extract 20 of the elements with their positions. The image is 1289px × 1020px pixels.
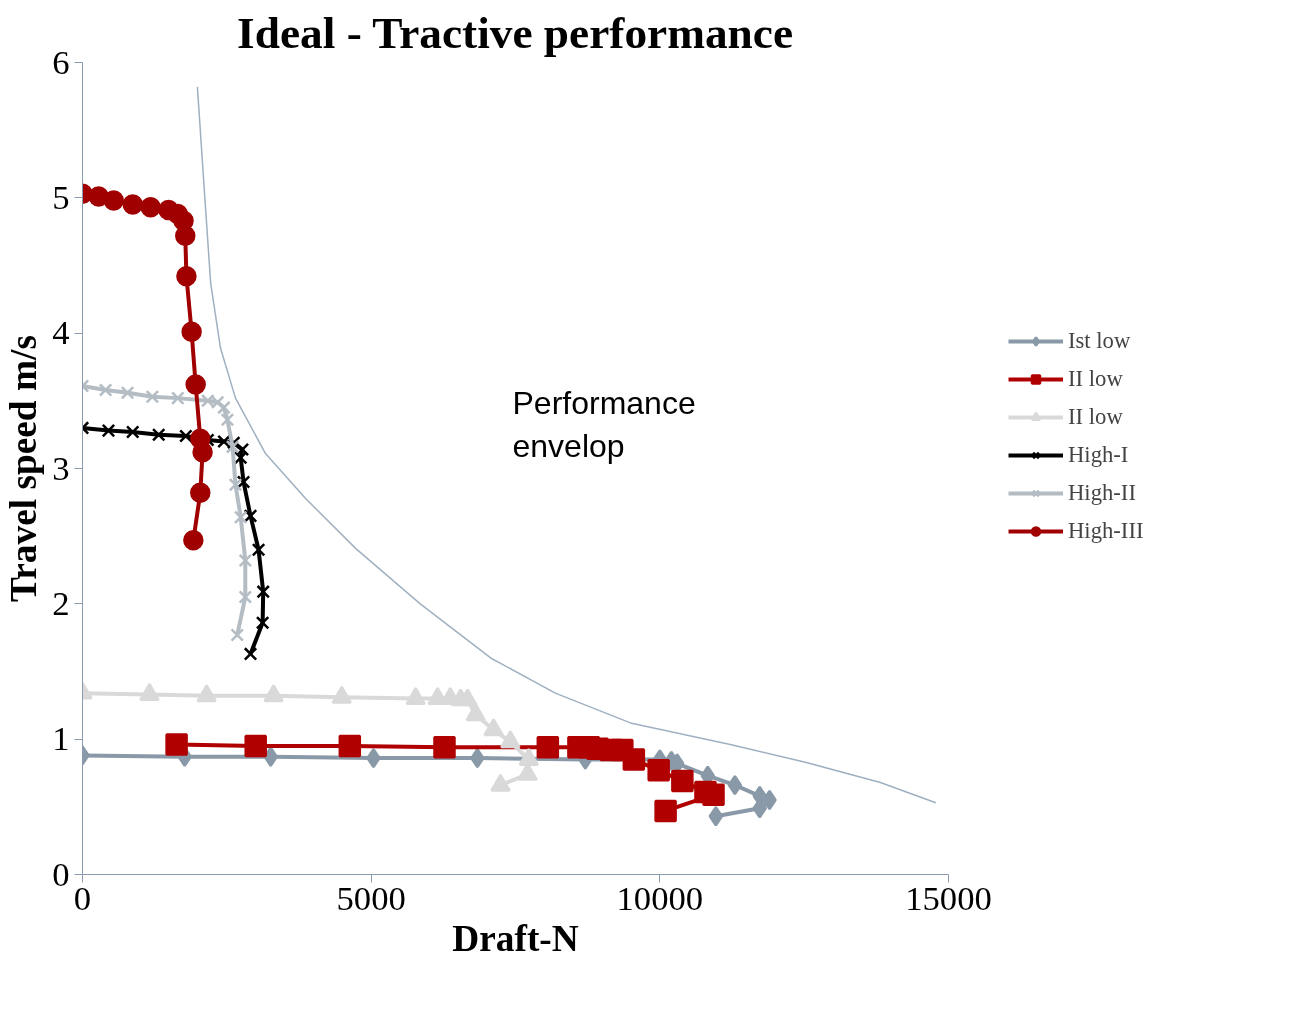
legend-label: II low bbox=[1068, 366, 1123, 392]
x-tick-label: 15000 bbox=[905, 878, 992, 917]
y-axis-title: Travel speed m/s bbox=[3, 335, 45, 602]
y-tick-label: 2 bbox=[52, 583, 70, 622]
legend-label: High-I bbox=[1068, 442, 1129, 468]
y-tick-label: 1 bbox=[52, 719, 70, 758]
x-tick-label: 5000 bbox=[336, 878, 406, 917]
legend-label: High-III bbox=[1068, 518, 1144, 544]
legend-label: High-II bbox=[1068, 480, 1136, 506]
y-tick-label: 5 bbox=[52, 177, 70, 216]
x-tick-label: 10000 bbox=[616, 878, 704, 917]
y-tick-label: 0 bbox=[52, 854, 70, 893]
y-tick-label: 4 bbox=[52, 313, 70, 352]
x-axis-title: Draft-N bbox=[452, 917, 579, 959]
legend-label: Ist low bbox=[1068, 328, 1131, 354]
annotation: Performance envelop bbox=[512, 384, 696, 464]
y-tick-label: 6 bbox=[52, 42, 70, 81]
y-tick-label: 3 bbox=[52, 448, 70, 487]
chart-title: Ideal - Tractive performance bbox=[237, 7, 794, 58]
legend-label: II low bbox=[1068, 404, 1123, 430]
